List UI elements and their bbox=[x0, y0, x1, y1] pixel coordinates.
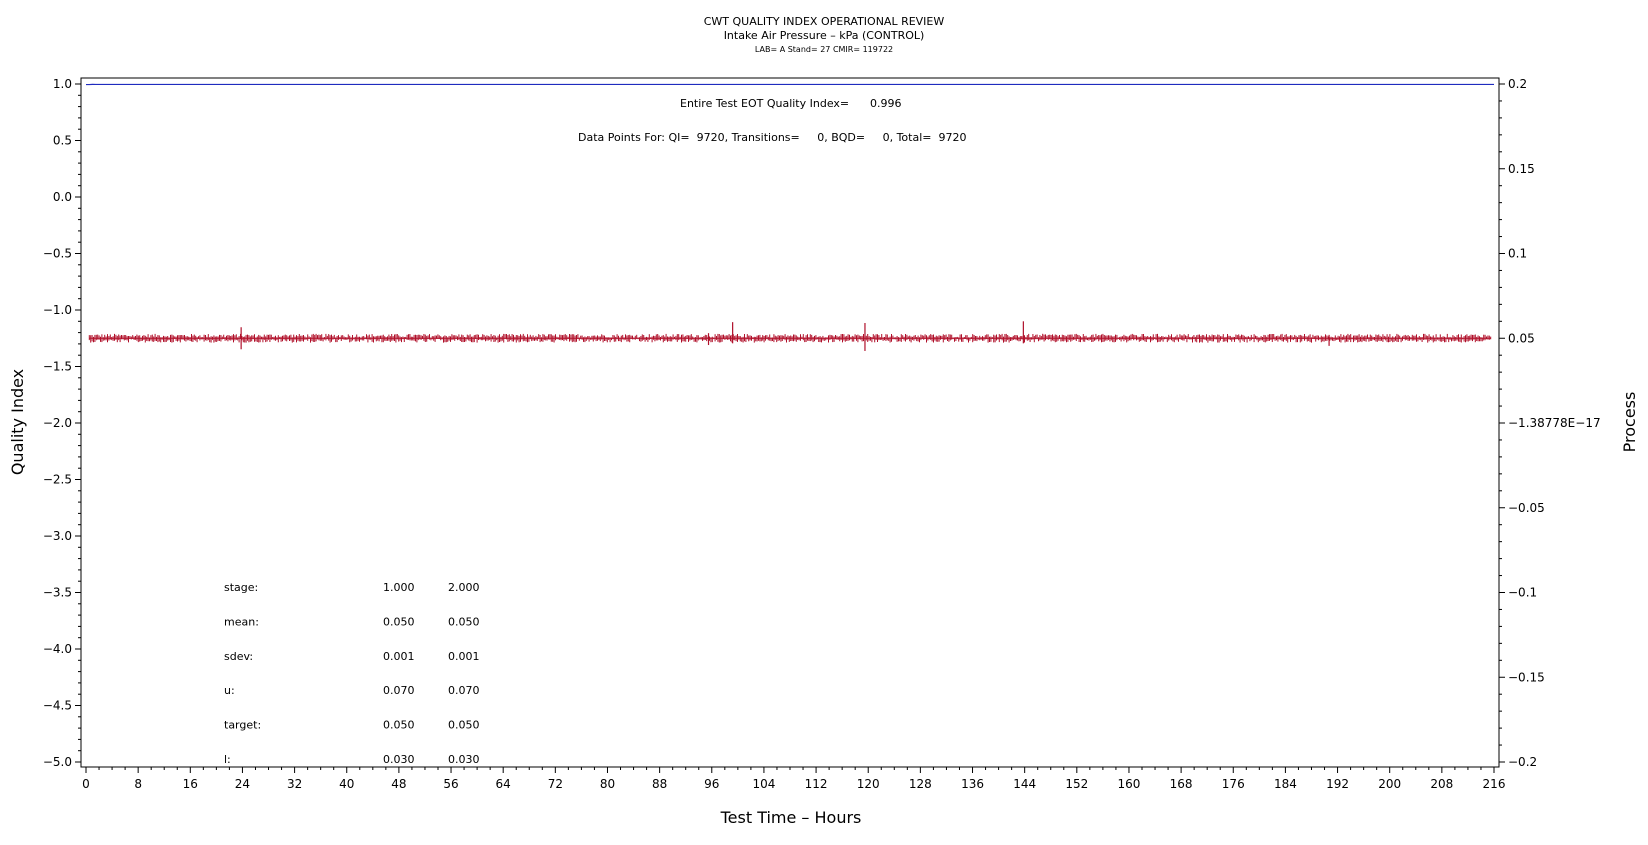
y2-tick-label: 0.2 bbox=[1508, 77, 1527, 91]
chart-subtitle-lab: LAB= A Stand= 27 CMIR= 119722 bbox=[755, 45, 893, 54]
stats-value-stage2: 0.001 bbox=[448, 650, 480, 663]
x-tick-label: 136 bbox=[961, 777, 984, 791]
stats-label: u: bbox=[224, 684, 235, 697]
x-tick-label: 160 bbox=[1118, 777, 1141, 791]
y2-tick-label: −0.05 bbox=[1508, 501, 1545, 515]
stats-label: sdev: bbox=[224, 650, 253, 663]
stats-label: stage: bbox=[224, 581, 258, 594]
data-points-annotation: Data Points For: QI= 9720, Transitions= … bbox=[578, 131, 966, 144]
stats-value-stage1: 1.000 bbox=[383, 581, 415, 594]
x-axis-label: Test Time – Hours bbox=[720, 808, 862, 827]
qi-annotation-label: Entire Test EOT Quality Index= bbox=[680, 97, 849, 110]
stats-value-stage2: 0.050 bbox=[448, 719, 480, 732]
x-tick-label: 144 bbox=[1013, 777, 1036, 791]
plot-frame bbox=[80, 77, 1500, 768]
x-tick-label: 24 bbox=[235, 777, 250, 791]
x-tick-label: 64 bbox=[496, 777, 511, 791]
stats-value-stage2: 2.000 bbox=[448, 581, 480, 594]
x-tick-label: 208 bbox=[1430, 777, 1453, 791]
y2-tick-label: 0.1 bbox=[1508, 247, 1527, 261]
stats-value-stage1: 0.050 bbox=[383, 719, 415, 732]
y-tick-label: 0.5 bbox=[53, 134, 72, 148]
stats-value-stage2: 0.030 bbox=[448, 753, 480, 766]
x-tick-label: 32 bbox=[287, 777, 302, 791]
y-tick-label: −1.0 bbox=[43, 303, 72, 317]
y-tick-label: −3.5 bbox=[43, 586, 72, 600]
x-tick-label: 72 bbox=[548, 777, 563, 791]
y2-tick-label: −0.15 bbox=[1508, 670, 1545, 684]
y-tick-label: −2.5 bbox=[43, 473, 72, 487]
x-tick-label: 88 bbox=[652, 777, 667, 791]
x-tick-label: 0 bbox=[82, 777, 90, 791]
x-tick-label: 152 bbox=[1065, 777, 1088, 791]
process-series bbox=[88, 321, 1492, 351]
y2-tick-label: 0.05 bbox=[1508, 331, 1535, 345]
y-axis-label: Quality Index bbox=[8, 369, 27, 475]
chart-title: CWT QUALITY INDEX OPERATIONAL REVIEW bbox=[704, 15, 945, 28]
x-tick-label: 80 bbox=[600, 777, 615, 791]
y-tick-label: 0.0 bbox=[53, 190, 72, 204]
stats-value-stage2: 0.070 bbox=[448, 684, 480, 697]
stats-value-stage1: 0.050 bbox=[383, 615, 415, 628]
x-axis: 0 8 16 24 32 40 48 56 64 72 80 88 96 104 112 120 128 136 1… bbox=[82, 767, 1505, 791]
x-tick-label: 112 bbox=[805, 777, 828, 791]
x-tick-label: 168 bbox=[1170, 777, 1193, 791]
y-tick-label: −4.0 bbox=[43, 642, 72, 656]
series-layer bbox=[86, 83, 1494, 351]
x-tick-label: 128 bbox=[909, 777, 932, 791]
y-tick-label: −4.5 bbox=[43, 699, 72, 713]
stats-value-stage1: 0.030 bbox=[383, 753, 415, 766]
x-tick-label: 104 bbox=[752, 777, 775, 791]
stats-label: target: bbox=[224, 719, 261, 732]
x-tick-label: 184 bbox=[1274, 777, 1297, 791]
chart-subtitle: Intake Air Pressure – kPa (CONTROL) bbox=[724, 29, 925, 42]
stats-label: mean: bbox=[224, 615, 259, 628]
x-tick-label: 48 bbox=[391, 777, 406, 791]
x-tick-label: 56 bbox=[443, 777, 458, 791]
stats-value-stage2: 0.050 bbox=[448, 615, 480, 628]
y-tick-label: −0.5 bbox=[43, 247, 72, 261]
x-tick-label: 16 bbox=[183, 777, 198, 791]
y2-tick-label: −0.1 bbox=[1508, 586, 1537, 600]
x-tick-label: 192 bbox=[1326, 777, 1349, 791]
y2-tick-label: 0.15 bbox=[1508, 162, 1535, 176]
x-tick-label: 40 bbox=[339, 777, 354, 791]
x-tick-label: 120 bbox=[857, 777, 880, 791]
stats-value-stage1: 0.001 bbox=[383, 650, 415, 663]
y-axis-left: 1.0 0.5 0.0 −0.5 −1.0 −1.5 −2.0 −2.5 −3.0 −3.5 −4.… bbox=[43, 77, 81, 769]
x-tick-label: 96 bbox=[704, 777, 719, 791]
stats-label: l: bbox=[224, 753, 231, 766]
y-tick-label: 1.0 bbox=[53, 77, 72, 91]
y-tick-label: −1.5 bbox=[43, 360, 72, 374]
stats-value-stage1: 0.070 bbox=[383, 684, 415, 697]
y2-tick-label: −0.2 bbox=[1508, 755, 1537, 769]
x-tick-label: 216 bbox=[1483, 777, 1506, 791]
x-tick-label: 200 bbox=[1378, 777, 1401, 791]
stats-table: stage: 1.000 2.000 mean: 0.050 0.050 sdev: 0.00… bbox=[224, 581, 480, 766]
y-tick-label: −5.0 bbox=[43, 755, 72, 769]
qi-annotation-value: 0.996 bbox=[870, 97, 902, 110]
x-tick-label: 8 bbox=[134, 777, 142, 791]
y-tick-label: −3.0 bbox=[43, 529, 72, 543]
y-tick-label: −2.0 bbox=[43, 416, 72, 430]
y2-tick-label: −1.38778E−17 bbox=[1508, 416, 1601, 430]
y-axis-right: 0.2 0.15 0.1 0.05 −1.38778E−17 −0.05 −0.1 −0.15… bbox=[1499, 77, 1601, 769]
y2-axis-label: Process bbox=[1620, 392, 1639, 453]
x-tick-label: 176 bbox=[1222, 777, 1245, 791]
